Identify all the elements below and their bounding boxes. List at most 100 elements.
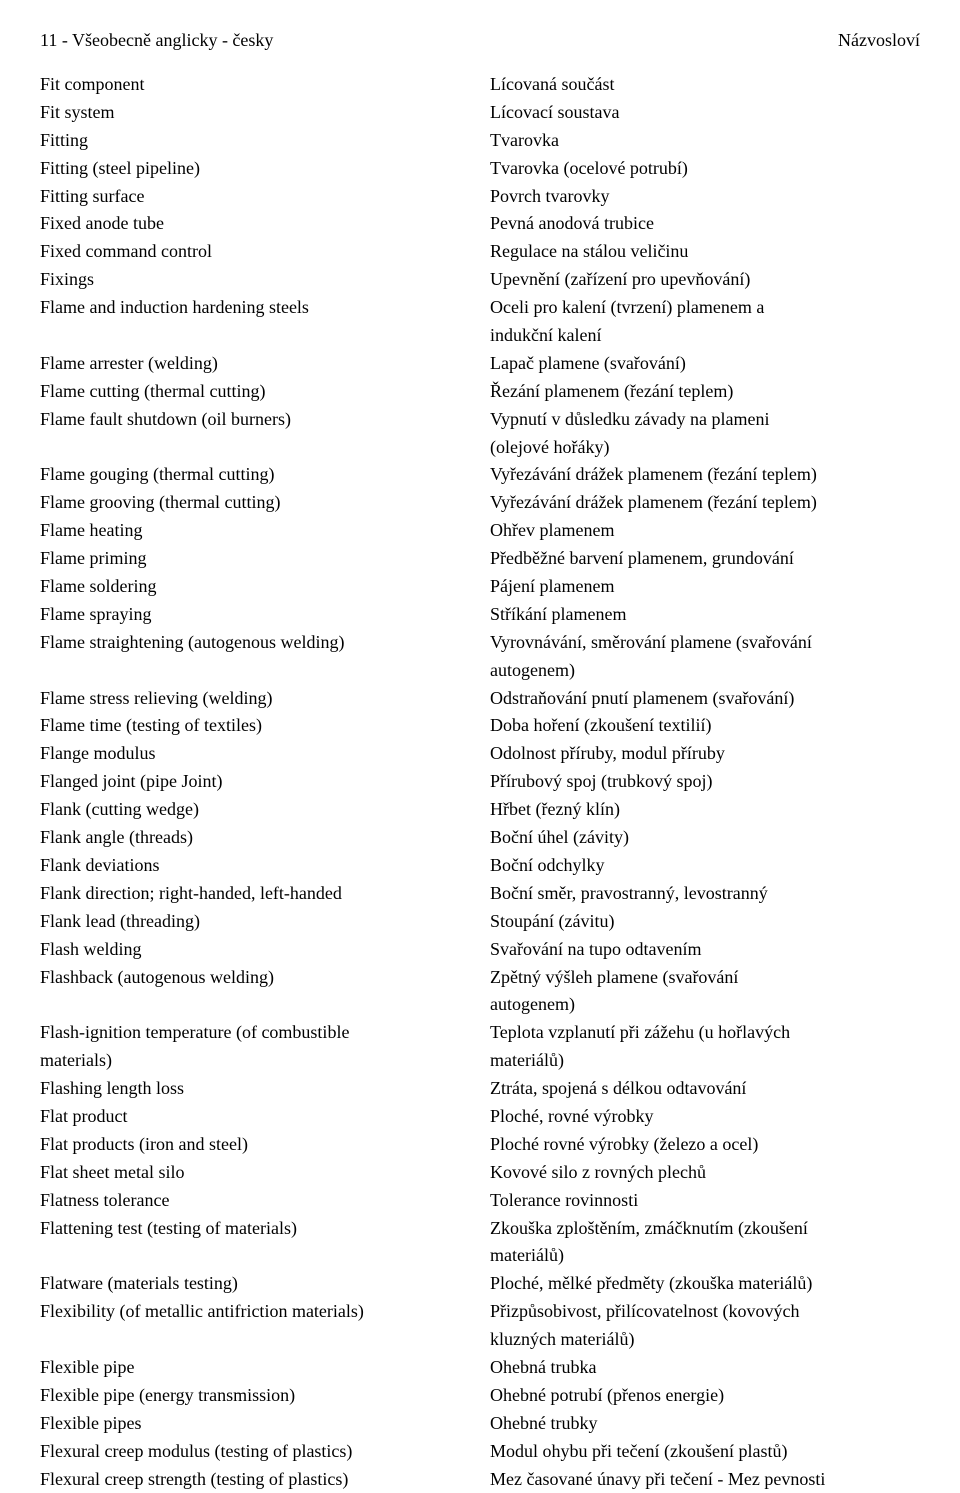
glossary-entry-cs: autogenem): [490, 657, 920, 685]
glossary-entry-en: Flank (cutting wedge): [40, 796, 470, 824]
glossary-entry-cs: Ploché rovné výrobky (železo a ocel): [490, 1131, 920, 1159]
glossary-entry-en: Flexible pipe: [40, 1354, 470, 1382]
glossary-entry-cs: Tvarovka: [490, 127, 920, 155]
glossary-entry-en: Flexural creep strength (testing of plas…: [40, 1466, 470, 1493]
glossary-entry-cs: Odolnost příruby, modul příruby: [490, 740, 920, 768]
glossary-entry-en: Flank angle (threads): [40, 824, 470, 852]
glossary-entry-cs: Vyřezávání drážek plamenem (řezání teple…: [490, 489, 920, 517]
glossary-entry-en: Flame straightening (autogenous welding): [40, 629, 470, 657]
glossary-entry-en: Flexibility (of metallic antifriction ma…: [40, 1298, 470, 1326]
glossary-entry-en: Flashing length loss: [40, 1075, 470, 1103]
header-left: 11 - Všeobecně anglicky - česky: [40, 30, 273, 51]
content-area: Fit componentFit systemFittingFitting (s…: [40, 71, 920, 1493]
glossary-entry-en: Flame soldering: [40, 573, 470, 601]
glossary-entry-cs: Modul ohybu při tečení (zkoušení plastů): [490, 1438, 920, 1466]
glossary-entry-en: Fixed command control: [40, 238, 470, 266]
glossary-entry-en: Flexible pipe (energy transmission): [40, 1382, 470, 1410]
glossary-entry-en: Flame fault shutdown (oil burners): [40, 406, 470, 434]
glossary-entry-cs: Předběžné barvení plamenem, grundování: [490, 545, 920, 573]
glossary-entry-en: Flash welding: [40, 936, 470, 964]
glossary-entry-cs: Ohebné potrubí (přenos energie): [490, 1382, 920, 1410]
glossary-entry-en: Flat products (iron and steel): [40, 1131, 470, 1159]
glossary-entry-cs: Boční směr, pravostranný, levostranný: [490, 880, 920, 908]
glossary-entry-cs: Povrch tvarovky: [490, 183, 920, 211]
glossary-entry-cs: Stoupání (závitu): [490, 908, 920, 936]
glossary-entry-cs: Stříkání plamenem: [490, 601, 920, 629]
glossary-entry-cs: Ohřev plamenem: [490, 517, 920, 545]
right-column: Lícovaná součástLícovací soustavaTvarovk…: [485, 71, 920, 1493]
glossary-entry-en: Flexural creep modulus (testing of plast…: [40, 1438, 470, 1466]
document-header: 11 - Všeobecně anglicky - česky Názvoslo…: [40, 30, 920, 51]
glossary-entry-cs: materiálů): [490, 1047, 920, 1075]
glossary-entry-en: [40, 991, 470, 1019]
glossary-entry-cs: Přizpůsobivost, přilícovatelnost (kovový…: [490, 1298, 920, 1326]
glossary-entry-cs: Pevná anodová trubice: [490, 210, 920, 238]
glossary-entry-cs: Lapač plamene (svařování): [490, 350, 920, 378]
header-right: Názvosloví: [838, 30, 920, 51]
glossary-entry-en: Flatness tolerance: [40, 1187, 470, 1215]
glossary-entry-en: Fitting: [40, 127, 470, 155]
glossary-entry-cs: Regulace na stálou veličinu: [490, 238, 920, 266]
glossary-entry-cs: Lícovaná součást: [490, 71, 920, 99]
glossary-entry-en: Flame arrester (welding): [40, 350, 470, 378]
glossary-entry-en: [40, 1242, 470, 1270]
glossary-entry-en: Flame and induction hardening steels: [40, 294, 470, 322]
glossary-entry-en: Fit component: [40, 71, 470, 99]
glossary-entry-en: Flank direction; right-handed, left-hand…: [40, 880, 470, 908]
glossary-entry-en: Flame time (testing of textiles): [40, 712, 470, 740]
glossary-entry-cs: Oceli pro kalení (tvrzení) plamenem a: [490, 294, 920, 322]
glossary-entry-cs: Vyřezávání drážek plamenem (řezání teple…: [490, 461, 920, 489]
glossary-entry-cs: Zpětný výšleh plamene (svařování: [490, 964, 920, 992]
glossary-entry-en: [40, 434, 470, 462]
glossary-entry-en: Fitting (steel pipeline): [40, 155, 470, 183]
glossary-entry-cs: Pájení plamenem: [490, 573, 920, 601]
glossary-entry-cs: Mez časované únavy při tečení - Mez pevn…: [490, 1466, 920, 1493]
glossary-entry-en: Flat sheet metal silo: [40, 1159, 470, 1187]
glossary-entry-en: Flash-ignition temperature (of combustib…: [40, 1019, 470, 1047]
glossary-entry-en: Flame gouging (thermal cutting): [40, 461, 470, 489]
glossary-entry-cs: Svařování na tupo odtavením: [490, 936, 920, 964]
glossary-entry-cs: Tolerance rovinnosti: [490, 1187, 920, 1215]
glossary-entry-cs: Ohebné trubky: [490, 1410, 920, 1438]
glossary-entry-en: Fitting surface: [40, 183, 470, 211]
glossary-entry-cs: Ohebná trubka: [490, 1354, 920, 1382]
glossary-entry-en: Fit system: [40, 99, 470, 127]
glossary-entry-en: Fixed anode tube: [40, 210, 470, 238]
glossary-entry-en: [40, 657, 470, 685]
glossary-entry-en: Flame cutting (thermal cutting): [40, 378, 470, 406]
glossary-entry-en: Flame priming: [40, 545, 470, 573]
left-column: Fit componentFit systemFittingFitting (s…: [40, 71, 475, 1493]
glossary-entry-cs: Tvarovka (ocelové potrubí): [490, 155, 920, 183]
glossary-entry-en: Flashback (autogenous welding): [40, 964, 470, 992]
glossary-entry-cs: Boční úhel (závity): [490, 824, 920, 852]
glossary-entry-en: Flattening test (testing of materials): [40, 1215, 470, 1243]
glossary-entry-en: Fixings: [40, 266, 470, 294]
glossary-entry-en: Flame heating: [40, 517, 470, 545]
glossary-entry-cs: Ploché, mělké předměty (zkouška materiál…: [490, 1270, 920, 1298]
glossary-entry-cs: Boční odchylky: [490, 852, 920, 880]
glossary-entry-cs: Vypnutí v důsledku závady na plameni: [490, 406, 920, 434]
glossary-entry-en: [40, 1326, 470, 1354]
glossary-entry-en: Flange modulus: [40, 740, 470, 768]
glossary-entry-cs: Ploché, rovné výrobky: [490, 1103, 920, 1131]
glossary-entry-en: Flank lead (threading): [40, 908, 470, 936]
glossary-entry-cs: (olejové hořáky): [490, 434, 920, 462]
glossary-entry-en: materials): [40, 1047, 470, 1075]
glossary-entry-cs: materiálů): [490, 1242, 920, 1270]
glossary-entry-en: Flank deviations: [40, 852, 470, 880]
glossary-entry-en: Flame grooving (thermal cutting): [40, 489, 470, 517]
glossary-entry-cs: Přírubový spoj (trubkový spoj): [490, 768, 920, 796]
glossary-entry-cs: Odstraňování pnutí plamenem (svařování): [490, 685, 920, 713]
glossary-entry-en: Flame spraying: [40, 601, 470, 629]
glossary-entry-cs: Doba hoření (zkoušení textilií): [490, 712, 920, 740]
glossary-entry-cs: Lícovací soustava: [490, 99, 920, 127]
glossary-entry-cs: kluzných materiálů): [490, 1326, 920, 1354]
glossary-entry-en: Flame stress relieving (welding): [40, 685, 470, 713]
glossary-entry-cs: Ztráta, spojená s délkou odtavování: [490, 1075, 920, 1103]
glossary-entry-en: Flatware (materials testing): [40, 1270, 470, 1298]
glossary-entry-cs: Vyrovnávání, směrování plamene (svařován…: [490, 629, 920, 657]
glossary-entry-cs: Řezání plamenem (řezání teplem): [490, 378, 920, 406]
glossary-entry-en: Flexible pipes: [40, 1410, 470, 1438]
glossary-entry-cs: Upevnění (zařízení pro upevňování): [490, 266, 920, 294]
glossary-entry-en: Flanged joint (pipe Joint): [40, 768, 470, 796]
